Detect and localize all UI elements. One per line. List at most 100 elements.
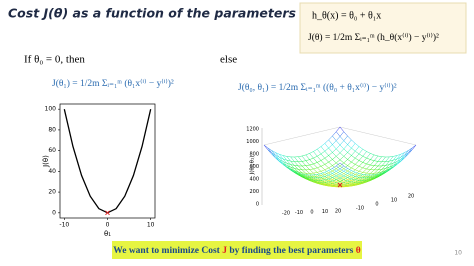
surface-mesh: [309, 177, 314, 181]
surface-mesh: [351, 185, 356, 187]
surface-mesh: [328, 177, 333, 180]
surface-mesh: [358, 183, 363, 185]
surface-mesh: [267, 147, 272, 153]
surface-mesh: [339, 159, 344, 164]
surface-mesh: [332, 168, 337, 172]
surface-mesh: [336, 159, 341, 164]
surface-mesh: [355, 150, 360, 155]
surface-mesh: [362, 162, 367, 165]
surface-mesh: [328, 152, 333, 156]
surface-mesh: [347, 161, 352, 166]
surface-mesh: [332, 180, 337, 183]
surface-mesh: [336, 168, 341, 172]
right-formula: J(θ₀, θ₁) = 1/2m Σᵢ₌₁ᵐ ((θ₀ + θ₁x⁽ⁱ⁾) − …: [238, 82, 397, 93]
surface-mesh: [317, 146, 322, 150]
surface-mesh: [343, 135, 348, 141]
surface-mesh: [298, 174, 303, 177]
surface-mesh: [313, 157, 318, 163]
surface-mesh: [339, 181, 344, 183]
surface-mesh: [362, 181, 367, 183]
surface-mesh: [366, 151, 371, 154]
surface-mesh: [336, 181, 341, 183]
y-tick-label: 20: [48, 189, 56, 196]
surface-mesh: [366, 164, 371, 170]
surface-mesh: [393, 155, 398, 161]
surface-mesh: [362, 148, 367, 152]
surface-mesh: [404, 152, 409, 158]
surface-mesh: [317, 183, 322, 185]
surface-mesh: [393, 161, 398, 166]
surface-mesh: [339, 171, 344, 175]
surface-mesh: [279, 159, 284, 164]
surface-mesh: [377, 156, 382, 162]
surface-mesh: [336, 152, 341, 157]
surface-mesh: [362, 168, 367, 173]
surface-mesh: [355, 173, 360, 177]
surface-mesh: [370, 165, 375, 170]
surface-mesh: [305, 169, 310, 174]
surface-mesh: [298, 156, 303, 162]
z-axis-label: J(θ₀,θ₁): [250, 156, 256, 176]
surface-mesh: [279, 156, 284, 160]
surface-mesh: [358, 153, 363, 157]
surface-mesh: [286, 162, 291, 165]
surface-mesh: [301, 161, 306, 166]
surface-mesh: [366, 174, 371, 179]
surface-mesh: [309, 169, 314, 174]
x-tick-label: 0: [106, 222, 110, 229]
surface-mesh: [366, 169, 371, 174]
surface-mesh: [343, 165, 348, 169]
surface-mesh: [313, 168, 318, 173]
surface-minimum: [337, 182, 343, 188]
surface-mesh: [370, 160, 375, 166]
surface-mesh: [332, 175, 337, 178]
surface-mesh: [324, 167, 329, 171]
surface-mesh: [362, 163, 367, 168]
surface-mesh: [324, 158, 329, 163]
surface-mesh: [305, 164, 310, 166]
surface-mesh: [355, 171, 360, 174]
z-tick-label: 800: [249, 152, 259, 158]
surface-mesh: [324, 179, 329, 183]
surface-mesh: [336, 144, 341, 150]
surface-mesh: [328, 135, 333, 141]
surface-mesh: [328, 168, 333, 171]
surface-mesh: [320, 179, 325, 181]
surface-mesh: [366, 177, 371, 181]
surface-mesh: [366, 180, 371, 183]
surface-mesh: [332, 131, 337, 137]
surface-mesh: [320, 166, 325, 170]
surface-mesh: [320, 153, 325, 159]
surface-mesh: [294, 168, 299, 173]
surface-mesh: [339, 140, 344, 146]
surface-mesh: [317, 177, 322, 179]
surface-mesh: [381, 168, 386, 173]
surface-mesh: [328, 181, 333, 184]
surface-mesh: [317, 180, 322, 183]
surface-mesh: [389, 163, 394, 168]
surface-mesh: [389, 156, 394, 162]
surface-mesh: [351, 178, 356, 181]
surface-mesh: [393, 163, 398, 167]
plot-frame: [59, 103, 156, 219]
surface-mesh: [343, 162, 348, 166]
surface-mesh: [355, 177, 360, 181]
y-tick-label: 40: [48, 168, 56, 175]
surface-mesh: [332, 171, 337, 174]
surface-mesh: [305, 160, 310, 166]
surface-mesh: [328, 173, 333, 176]
surface-mesh: [332, 152, 337, 157]
surface-mesh: [309, 174, 314, 179]
surface-mesh: [351, 181, 356, 183]
surface-mesh: [351, 151, 356, 156]
surface-mesh: [324, 178, 329, 181]
surface-mesh: [385, 166, 390, 171]
surface-mesh: [366, 153, 371, 159]
surface-mesh: [313, 163, 318, 168]
surface-mesh: [408, 149, 413, 155]
surface-mesh: [317, 171, 322, 173]
surface-mesh: [339, 126, 344, 132]
surface-mesh: [347, 178, 352, 182]
surface-mesh: [389, 162, 394, 165]
